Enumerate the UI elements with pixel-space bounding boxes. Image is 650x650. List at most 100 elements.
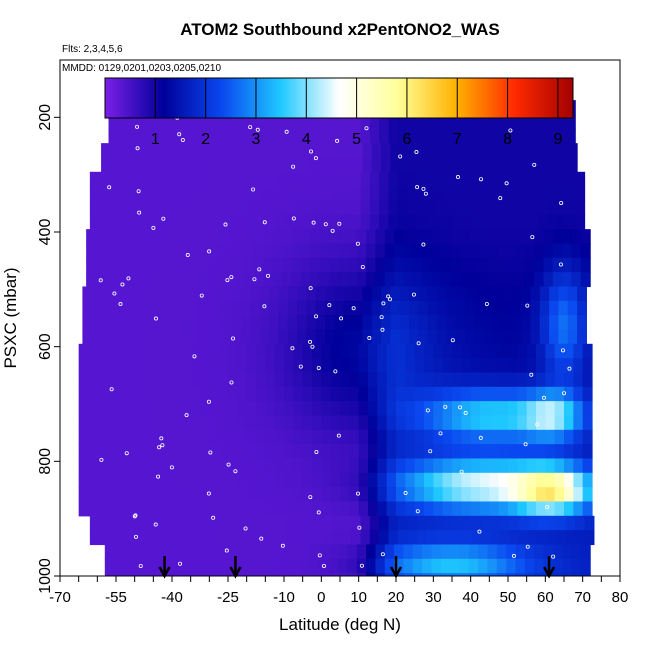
heatmap-cell bbox=[388, 200, 399, 216]
heatmap-cell bbox=[117, 530, 128, 546]
heatmap-cell bbox=[386, 343, 397, 359]
heatmap-cell bbox=[496, 229, 507, 245]
heatmap-cell bbox=[407, 114, 418, 130]
heatmap-cell bbox=[371, 329, 382, 345]
heatmap-cell bbox=[427, 329, 438, 345]
heatmap-cell bbox=[123, 229, 134, 245]
heatmap-cell bbox=[435, 515, 446, 531]
heatmap-cell bbox=[265, 358, 276, 374]
sample-point bbox=[478, 435, 483, 440]
heatmap-cell bbox=[584, 515, 595, 531]
sample-point bbox=[177, 132, 182, 137]
heatmap-cell bbox=[351, 515, 362, 531]
heatmap-cell bbox=[209, 372, 220, 388]
heatmap-cell bbox=[377, 358, 388, 374]
heatmap-cell bbox=[136, 186, 147, 202]
heatmap-cell bbox=[549, 157, 559, 173]
heatmap-cell bbox=[153, 386, 164, 402]
heatmap-cell bbox=[295, 530, 306, 546]
heatmap-cell bbox=[506, 558, 517, 574]
heatmap-cell bbox=[412, 243, 423, 259]
sample-point bbox=[530, 235, 535, 240]
heatmap-cell bbox=[489, 401, 500, 417]
heatmap-cell bbox=[491, 515, 502, 531]
heatmap-cell bbox=[183, 515, 194, 531]
heatmap-cell bbox=[459, 229, 470, 245]
heatmap-cell bbox=[157, 300, 167, 316]
heatmap-cell bbox=[125, 472, 136, 488]
heatmap-cell bbox=[409, 143, 419, 159]
heatmap-cell bbox=[534, 573, 545, 576]
heatmap-cell bbox=[108, 214, 119, 230]
heatmap-cell bbox=[453, 200, 464, 216]
heatmap-cell bbox=[123, 243, 134, 259]
heatmap-cell bbox=[88, 372, 98, 388]
heatmap-cell bbox=[530, 157, 541, 173]
heatmap-cell bbox=[229, 214, 240, 230]
heatmap-cell bbox=[500, 200, 511, 216]
heatmap-cell bbox=[388, 515, 399, 531]
heatmap-cell bbox=[228, 386, 238, 402]
heatmap-cell bbox=[515, 558, 526, 574]
heatmap-cell bbox=[431, 229, 442, 245]
heatmap-cell bbox=[496, 272, 507, 288]
sample-point bbox=[248, 125, 253, 130]
heatmap-cell bbox=[567, 157, 578, 173]
heatmap-cell bbox=[129, 157, 139, 173]
heatmap-cell bbox=[119, 143, 130, 159]
heatmap-cell bbox=[144, 372, 154, 388]
heatmap-cell bbox=[474, 300, 485, 316]
sample-point bbox=[380, 327, 385, 332]
sample-point bbox=[387, 297, 392, 302]
colorbar-tick-label: 5 bbox=[352, 131, 361, 148]
heatmap-cell bbox=[228, 458, 238, 474]
heatmap-cell bbox=[530, 143, 541, 159]
heatmap-cell bbox=[194, 143, 205, 159]
heatmap-cell bbox=[452, 501, 462, 517]
heatmap-cell bbox=[192, 515, 203, 531]
heatmap-cell bbox=[375, 558, 386, 574]
heatmap-cell bbox=[220, 530, 231, 546]
heatmap-cell bbox=[368, 472, 378, 488]
heatmap-cell bbox=[375, 257, 386, 273]
heatmap-cell bbox=[463, 530, 474, 546]
heatmap-cell bbox=[226, 558, 237, 574]
heatmap-cell bbox=[78, 386, 89, 402]
heatmap-cell bbox=[347, 558, 358, 574]
heatmap-cell bbox=[88, 458, 98, 474]
heatmap-cell bbox=[274, 401, 285, 417]
heatmap-cell bbox=[151, 243, 162, 259]
heatmap-cell bbox=[427, 286, 438, 302]
heatmap-cell bbox=[144, 501, 154, 517]
heatmap-cell bbox=[129, 286, 139, 302]
heatmap-cell bbox=[530, 315, 541, 331]
heatmap-cell bbox=[358, 429, 369, 445]
heatmap-cell bbox=[489, 386, 500, 402]
heatmap-cell bbox=[405, 386, 416, 402]
heatmap-cell bbox=[575, 530, 586, 546]
heatmap-cell bbox=[524, 272, 535, 288]
heatmap-cell bbox=[293, 487, 304, 503]
heatmap-cell bbox=[306, 329, 317, 345]
heatmap-cell bbox=[211, 186, 222, 202]
heatmap-cell bbox=[229, 186, 240, 202]
sample-point bbox=[112, 291, 117, 296]
heatmap-cell bbox=[185, 157, 195, 173]
heatmap-cell bbox=[384, 272, 395, 288]
heatmap-cell bbox=[341, 515, 352, 531]
heatmap-cell bbox=[82, 315, 93, 331]
heatmap-cell bbox=[97, 401, 108, 417]
heatmap-cell bbox=[405, 429, 416, 445]
heatmap-cell bbox=[573, 372, 584, 388]
heatmap-cell bbox=[257, 186, 268, 202]
heatmap-cell bbox=[304, 515, 315, 531]
x-tick-label: 30 bbox=[425, 589, 442, 606]
heatmap-cell bbox=[480, 343, 490, 359]
heatmap-cell bbox=[235, 272, 246, 288]
heatmap-cell bbox=[424, 472, 434, 488]
heatmap-cell bbox=[170, 573, 181, 576]
heatmap-cell bbox=[181, 429, 192, 445]
heatmap-cell bbox=[88, 429, 98, 445]
heatmap-cell bbox=[556, 214, 567, 230]
heatmap-cell bbox=[371, 143, 382, 159]
